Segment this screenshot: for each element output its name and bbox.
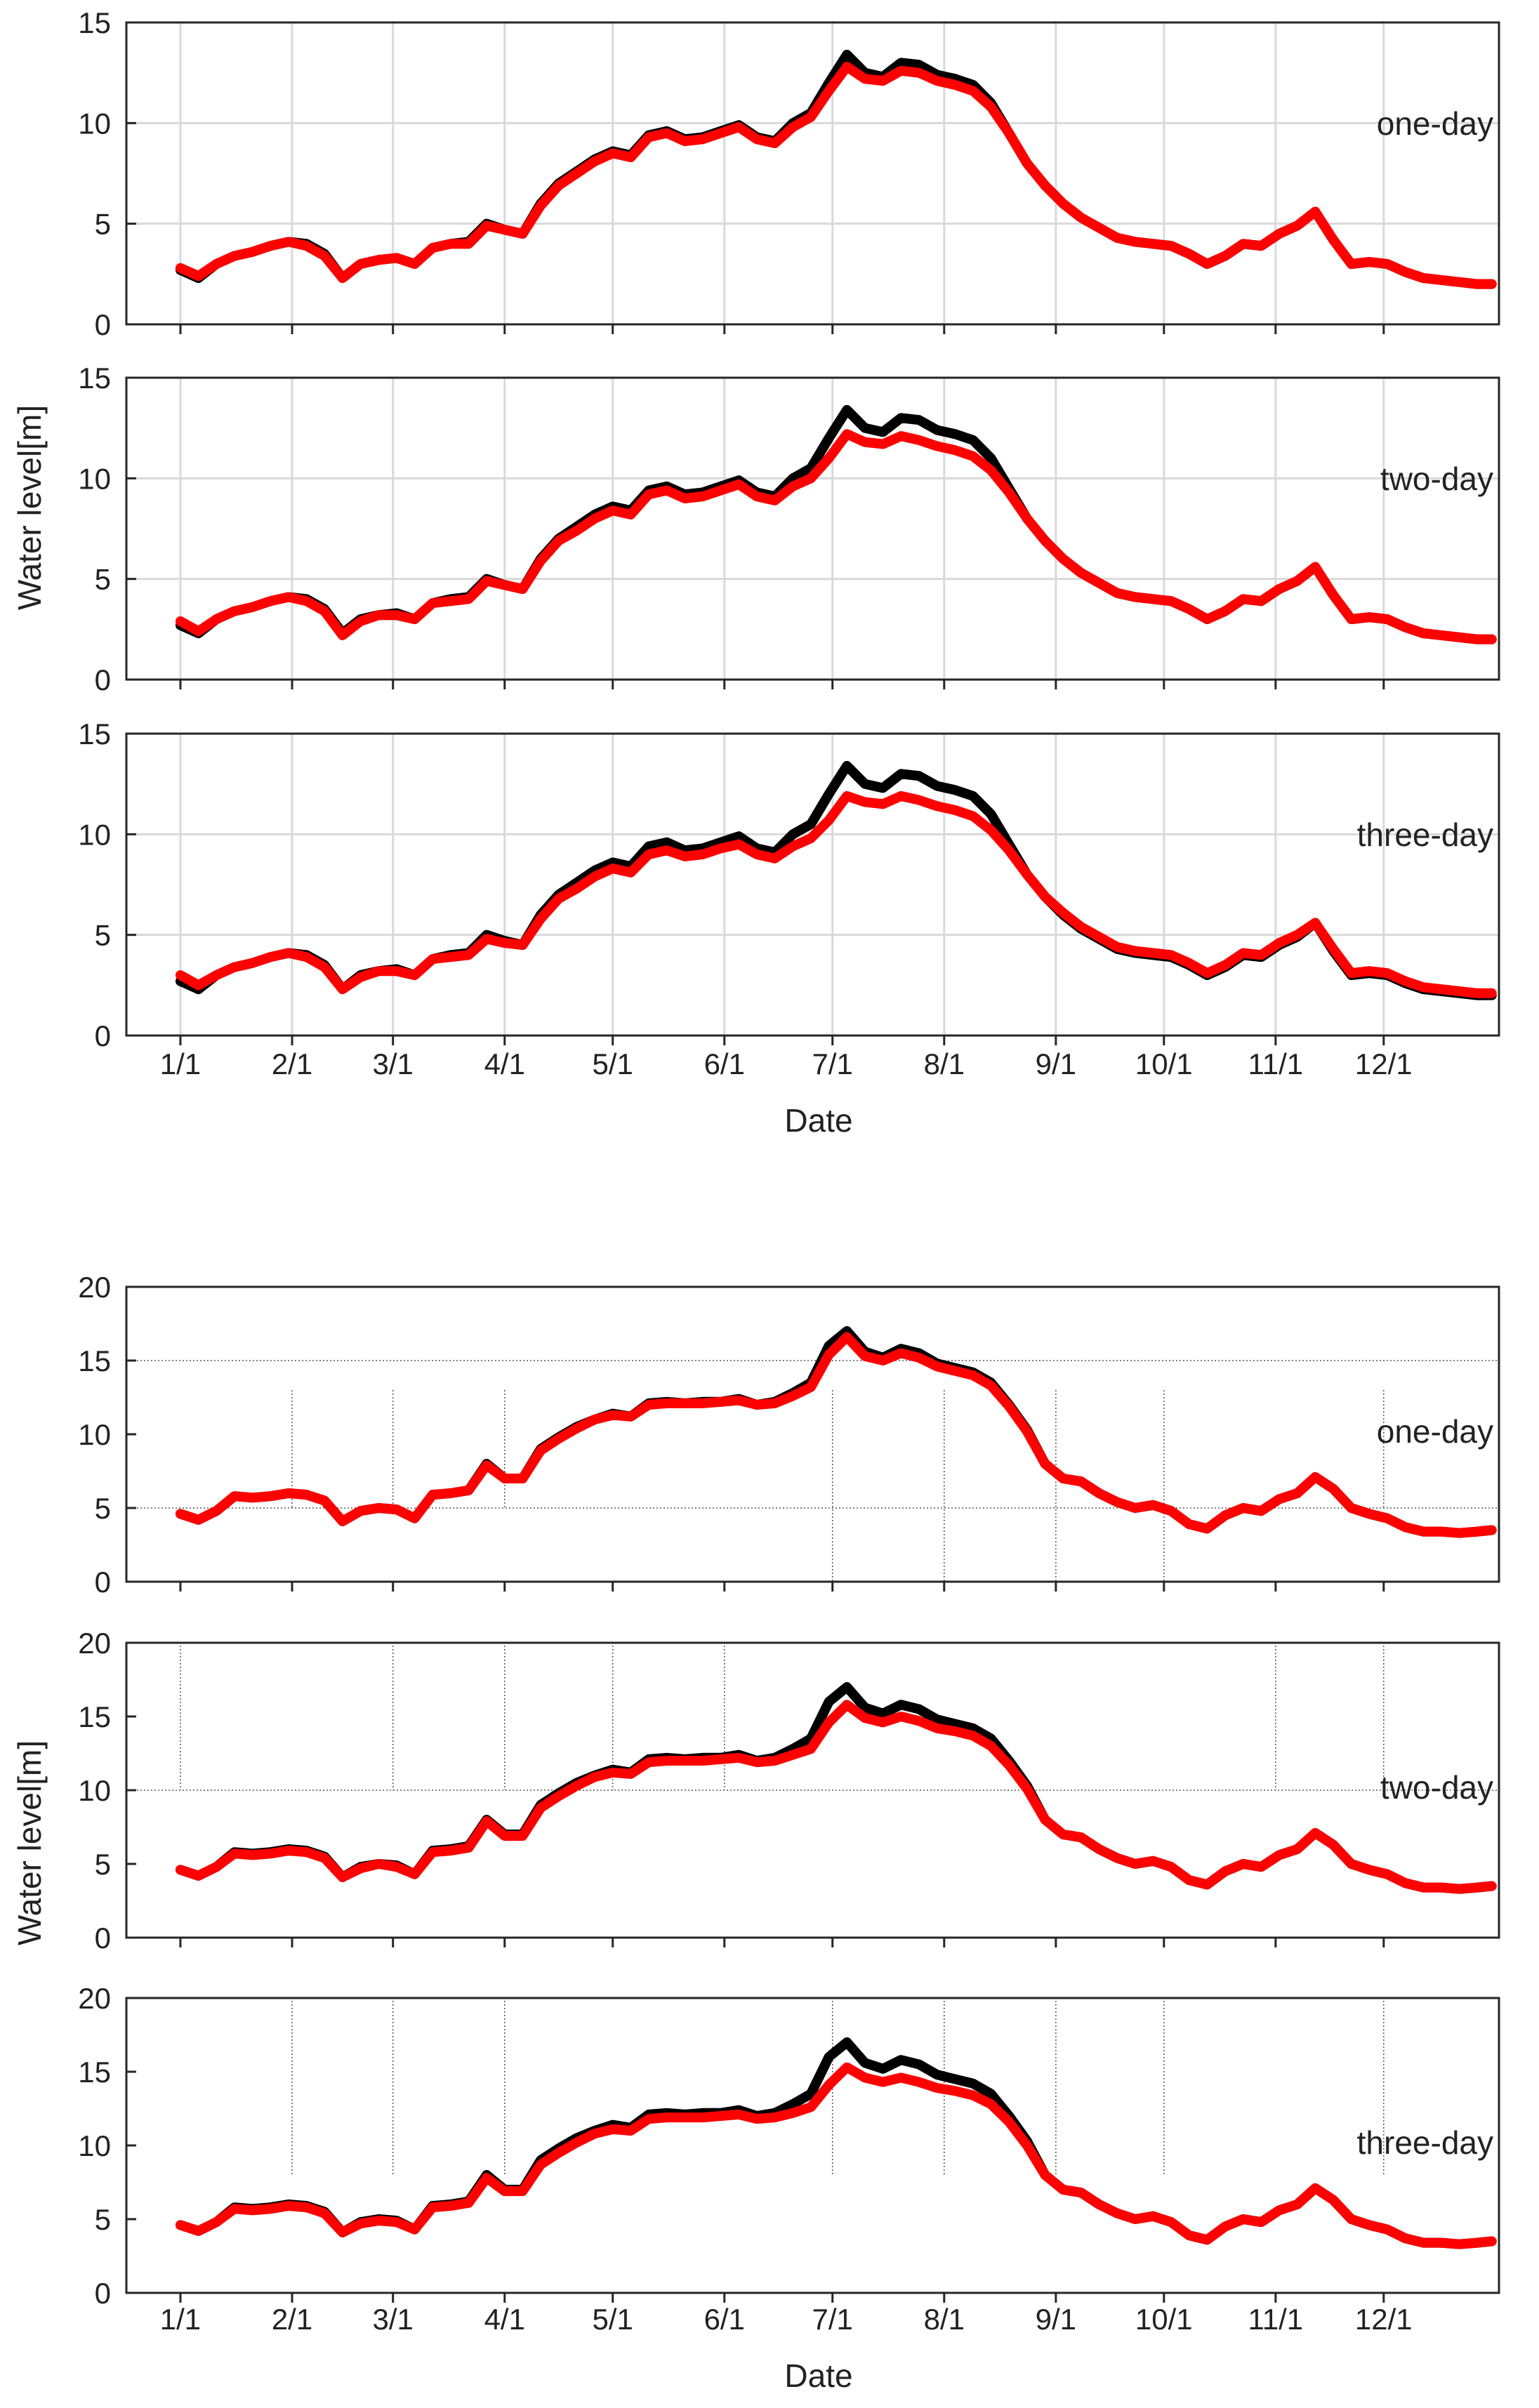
x-tick-label: 4/1 [484,1047,525,1080]
axes-box [125,1285,1500,1583]
panel-three-day: 0 5 10 15 20 three-day [78,1982,1500,2310]
panel-two-day: 0 5 10 15 20 two-day [78,1627,1500,1954]
x-tick-label: 12/1 [1355,2303,1413,2336]
y-tick-label: 15 [78,1344,111,1377]
y-tick-label: 10 [78,818,111,851]
fig2-y-axis-label: Water level[m] [11,1740,48,1945]
x-tick-label: 10/1 [1135,2303,1193,2336]
series-one-day [175,62,1497,289]
y-tick-label: 0 [95,2277,111,2310]
x-tick-label: 8/1 [924,1047,965,1080]
fig1-x-axis-label: Date [784,1102,852,1139]
x-tick-label: 10/1 [1135,1047,1193,1080]
panel-one-day: 0 5 10 15 20 one-day [78,1271,1500,1599]
axes-box [125,1997,1500,2294]
fig1-y-axis-label: Water level[m] [11,405,48,610]
panel-label-one-day: one-day [1377,1413,1493,1450]
y-tick-label: 10 [78,107,111,140]
y-tick-label: 10 [78,1774,111,1807]
y-tick-label: 10 [78,462,111,495]
y-tick-label: 20 [78,1982,111,2015]
x-tick-label: 7/1 [812,2303,853,2336]
x-tick-label: 5/1 [593,2303,633,2336]
axes-box [125,376,1500,681]
panel-label-one-day: one-day [1377,105,1493,142]
y-tick-label: 15 [78,717,111,750]
fig1-panels: 0 5 10 15 one-day 0 5 10 15 two-day 0 5 10 15 three-da… [78,6,1500,1080]
series-three-day [175,790,1497,998]
x-tick-label: 1/1 [160,1047,201,1080]
x-tick-label: 6/1 [704,1047,745,1080]
x-tick-label: 6/1 [704,2303,745,2336]
series-three-day [175,2062,1497,2249]
y-tick-label: 5 [95,1848,111,1881]
series-one-day [175,1332,1497,1538]
y-tick-label: 20 [78,1271,111,1304]
y-tick-label: 5 [95,2203,111,2236]
y-tick-label: 0 [95,308,111,341]
x-tick-label: 2/1 [272,2303,312,2336]
x-tick-label: 11/1 [1248,2303,1304,2336]
series-observed [175,1326,1497,1538]
y-tick-label: 10 [78,1418,111,1451]
panel-two-day: 0 5 10 15 two-day [78,362,1500,696]
y-tick-label: 5 [95,563,111,596]
x-tick-label: 9/1 [1036,1047,1076,1080]
series-two-day [175,429,1497,644]
x-tick-label: 3/1 [373,2303,414,2336]
panel-label-two-day: two-day [1380,1769,1493,1806]
y-tick-label: 15 [78,6,111,39]
fig2-panels: 0 5 10 15 20 one-day 0 5 10 15 20 two-day 0 5 10 15 20 th… [78,1271,1500,2336]
x-tick-label: 8/1 [924,2303,965,2336]
y-tick-label: 0 [95,1921,111,1954]
y-tick-label: 15 [78,1700,111,1733]
x-tick-label: 1/1 [160,2303,201,2336]
panel-three-day: 0 5 10 15 three-day [78,717,1500,1052]
y-tick-label: 0 [95,1566,111,1599]
y-tick-label: 0 [95,663,111,696]
y-tick-label: 20 [78,1627,111,1660]
y-tick-label: 10 [78,2129,111,2162]
y-tick-label: 5 [95,919,111,952]
panel-label-two-day: two-day [1380,461,1493,497]
y-tick-label: 15 [78,2056,111,2089]
axes-box [125,732,1500,1037]
axes-box [125,21,1500,326]
x-tick-label: 9/1 [1036,2303,1076,2336]
y-tick-label: 15 [78,362,111,395]
panel-label-three-day: three-day [1357,2124,1493,2161]
x-tick-label: 7/1 [812,1047,853,1080]
x-tick-label: 5/1 [593,1047,633,1080]
x-tick-label: 12/1 [1355,1047,1413,1080]
fig2-x-axis-label: Date [784,2357,852,2394]
x-tick-label: 2/1 [272,1047,312,1080]
x-tick-label: 4/1 [484,2303,525,2336]
panel-label-three-day: three-day [1357,816,1493,853]
panel-one-day: 0 5 10 15 one-day [78,6,1500,341]
x-tick-label: 11/1 [1248,1047,1304,1080]
series-observed [175,760,1497,1000]
x-tick-label: 3/1 [373,1047,414,1080]
series-two-day [175,1700,1497,1894]
y-tick-label: 5 [95,1492,111,1525]
y-tick-label: 5 [95,208,111,241]
y-tick-label: 0 [95,1019,111,1052]
